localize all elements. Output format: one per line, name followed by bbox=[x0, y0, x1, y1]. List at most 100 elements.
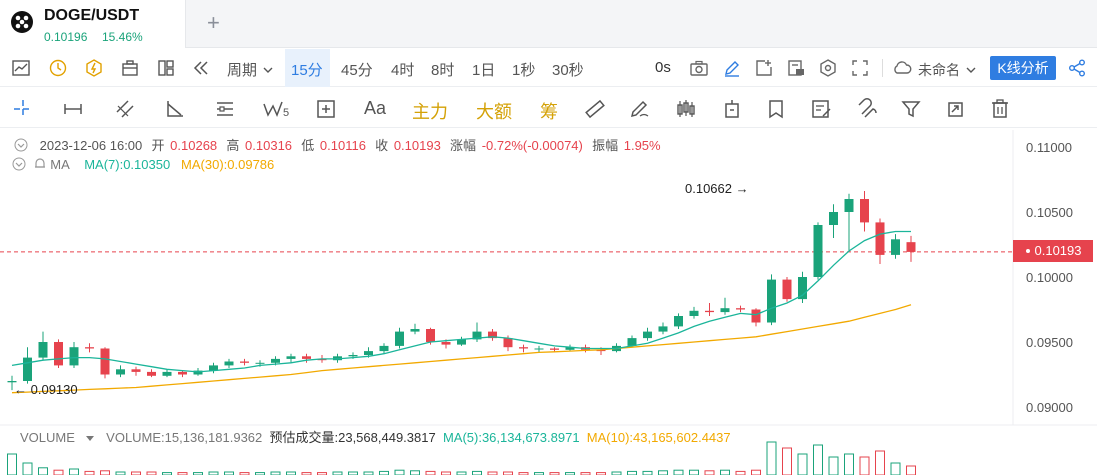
volume-bar bbox=[255, 472, 265, 475]
volume-bar bbox=[596, 472, 606, 475]
text-tool-button[interactable]: Aa bbox=[364, 98, 387, 118]
layout-name-menu[interactable]: 未命名 bbox=[918, 60, 976, 80]
trash-icon[interactable] bbox=[989, 98, 1011, 120]
position-icon[interactable] bbox=[721, 98, 743, 120]
candle-body bbox=[85, 347, 94, 349]
cloud-icon[interactable] bbox=[892, 58, 912, 78]
timeframe-30s[interactable]: 30秒 bbox=[552, 62, 584, 79]
volume-bar bbox=[239, 472, 250, 475]
camera-icon[interactable] bbox=[689, 58, 709, 78]
candle-body bbox=[379, 345, 389, 352]
timeframe-8h[interactable]: 8时 bbox=[431, 62, 455, 79]
indicator-icon[interactable] bbox=[48, 58, 68, 78]
candle-body bbox=[798, 277, 807, 300]
chart-type-icon[interactable] bbox=[11, 58, 31, 78]
comment-icon[interactable] bbox=[765, 98, 787, 120]
brush-icon[interactable] bbox=[628, 98, 650, 120]
share-icon[interactable] bbox=[1067, 58, 1087, 78]
wave-tool-icon[interactable]: 5 bbox=[262, 98, 294, 120]
legend-close-label: 收 bbox=[375, 138, 389, 153]
measure-tool-icon[interactable] bbox=[315, 98, 337, 120]
segment-tool-icon[interactable] bbox=[62, 98, 84, 120]
candle-body bbox=[209, 365, 218, 371]
angle-tool-icon[interactable] bbox=[164, 98, 186, 120]
timeframe-1s[interactable]: 1秒 bbox=[512, 62, 536, 79]
layout-icon[interactable] bbox=[156, 58, 176, 78]
price-chart[interactable] bbox=[0, 130, 1097, 475]
candle-body bbox=[720, 308, 730, 313]
doge-logo-icon bbox=[11, 11, 33, 33]
candle-body bbox=[348, 355, 358, 357]
fib-tool-icon[interactable] bbox=[214, 98, 236, 120]
alert-icon[interactable] bbox=[84, 58, 104, 78]
candle-body bbox=[627, 338, 637, 346]
volume-bar bbox=[146, 471, 157, 475]
settings-icon[interactable] bbox=[818, 58, 838, 78]
volume-bar bbox=[580, 472, 591, 475]
candle-body bbox=[689, 310, 699, 316]
k-analysis-button[interactable]: K线分析 bbox=[990, 56, 1056, 80]
bell-icon[interactable] bbox=[33, 157, 47, 171]
price-tag-dot-icon bbox=[1025, 249, 1030, 253]
volume-bar bbox=[410, 470, 420, 475]
candle-body bbox=[131, 369, 141, 372]
legend-amp-label: 振幅 bbox=[592, 138, 619, 153]
volume-bar bbox=[565, 472, 575, 475]
candle-body bbox=[255, 362, 265, 364]
timeframe-4h[interactable]: 4时 bbox=[391, 62, 415, 79]
caret-down-icon[interactable] bbox=[85, 434, 95, 442]
arrow-left-icon: ← bbox=[14, 382, 27, 397]
main-force-button[interactable]: 主力 bbox=[412, 102, 448, 122]
chevron-down-icon bbox=[263, 67, 273, 73]
pencil-icon[interactable] bbox=[722, 58, 742, 78]
volume-bar bbox=[906, 465, 916, 475]
y-tick: 0.09000 bbox=[1026, 400, 1073, 415]
volume-bar bbox=[658, 470, 668, 475]
chips-button[interactable]: 筹 bbox=[540, 102, 558, 122]
fullscreen-icon[interactable] bbox=[850, 58, 870, 78]
candle-body bbox=[7, 381, 17, 383]
y-tick: 0.10500 bbox=[1026, 205, 1073, 220]
large-order-button[interactable]: 大额 bbox=[476, 102, 512, 122]
legend-high: 0.10316 bbox=[245, 138, 293, 153]
replay-icon[interactable] bbox=[191, 58, 211, 78]
legend-datetime: 2023-12-06 16:00 bbox=[39, 138, 143, 153]
sync-icon[interactable] bbox=[944, 98, 966, 120]
candle-body bbox=[519, 347, 528, 349]
timeframe-45m[interactable]: 45分 bbox=[341, 62, 373, 79]
edit-note-icon[interactable] bbox=[810, 98, 832, 120]
order-icon[interactable] bbox=[786, 58, 806, 78]
candle-body bbox=[643, 331, 652, 339]
legend-change: -0.72%(-0.00074) bbox=[481, 138, 583, 153]
crosshair-icon[interactable] bbox=[12, 98, 34, 120]
ma-label: MA bbox=[50, 157, 70, 172]
channel-tool-icon[interactable] bbox=[114, 98, 136, 120]
magnet-icon[interactable] bbox=[856, 98, 878, 120]
volume-bar bbox=[813, 444, 823, 475]
volume-bar bbox=[673, 469, 684, 475]
volume-estimate: 预估成交量:23,568,449.3817 bbox=[269, 430, 436, 445]
collapse-chevron-icon[interactable] bbox=[14, 138, 28, 152]
volume-bar bbox=[22, 462, 33, 475]
volume-value: VOLUME:15,136,181.9362 bbox=[106, 430, 263, 445]
add-note-icon[interactable] bbox=[754, 58, 774, 78]
tab-doge-usdt[interactable]: DOGE/USDT 0.10196 15.46% bbox=[0, 0, 186, 48]
timeframe-1d[interactable]: 1日 bbox=[472, 62, 496, 79]
volume-bar bbox=[270, 471, 281, 475]
candle-body bbox=[286, 356, 296, 359]
volume-bar bbox=[751, 469, 761, 475]
candle-body bbox=[705, 310, 714, 313]
add-tab-button[interactable]: + bbox=[207, 10, 220, 35]
timeframe-15m[interactable]: 15分 bbox=[291, 62, 323, 79]
low-annotation: ← 0.09130 bbox=[14, 382, 78, 397]
volume-label[interactable]: VOLUME bbox=[20, 430, 75, 445]
volume-bar bbox=[348, 471, 358, 475]
legend-change-label: 涨幅 bbox=[450, 138, 477, 153]
collapse-chevron-icon[interactable] bbox=[12, 157, 26, 171]
layout-name: 未命名 bbox=[918, 62, 960, 78]
candle-pattern-icon[interactable] bbox=[675, 98, 697, 120]
template-icon[interactable] bbox=[120, 58, 140, 78]
period-menu[interactable]: 周期 bbox=[227, 59, 273, 80]
ruler-icon[interactable] bbox=[584, 98, 606, 120]
filter-icon[interactable] bbox=[900, 98, 922, 120]
